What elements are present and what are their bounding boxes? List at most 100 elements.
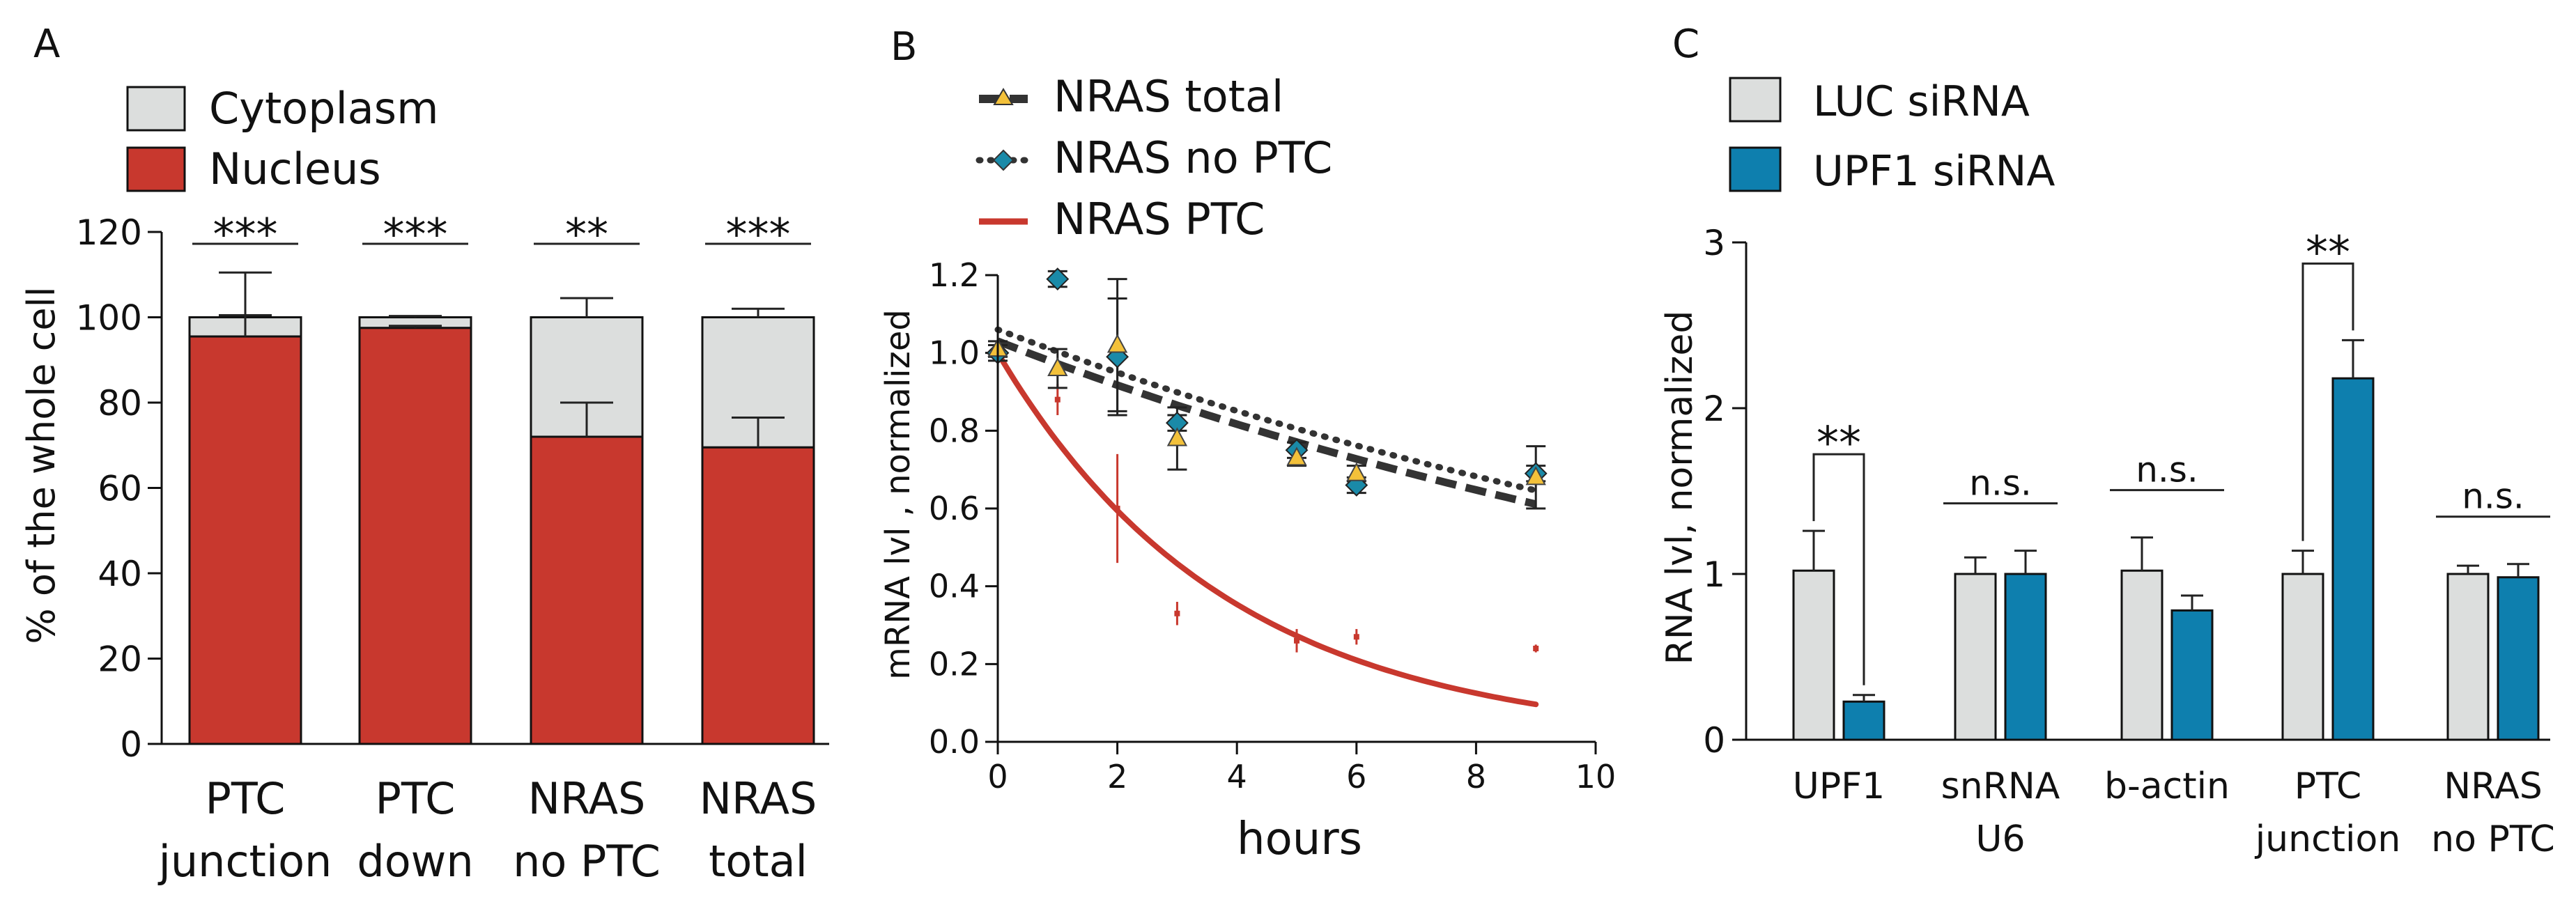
legend-swatch-cytoplasm: [126, 86, 186, 132]
bar-nucleus: [530, 435, 644, 745]
panel-b-xtick-label: 0: [987, 758, 1008, 795]
panel-c-yticks: 0 1 2 3: [1703, 223, 1746, 761]
significance-label: n.s.: [2136, 450, 2198, 490]
legend-label-nras-no-ptc: NRAS no PTC: [1054, 132, 1332, 183]
significance-label: **: [2306, 227, 2350, 279]
panel-b-xtick-label: 8: [1466, 758, 1486, 795]
category-label: NRAS: [528, 773, 646, 824]
panel-b-xticks: 0 2 4 6 8 10: [987, 742, 1616, 795]
category-label: no PTC: [513, 836, 661, 887]
point-nras-ptc: [1114, 506, 1120, 511]
panel-c-bars: [1792, 339, 2540, 741]
legend-label-upf1-sirna: UPF1 siRNA: [1813, 147, 2055, 196]
bar-nucleus: [188, 335, 302, 745]
panel-a-xlabels: PTC junction PTC down NRAS no PTC NRAS total: [157, 773, 817, 887]
panel-a-ytick-label: 40: [98, 554, 142, 594]
panel-c-ytick-label: 3: [1703, 223, 1725, 263]
panel-b-ytick-label: 0.4: [929, 568, 980, 605]
point-nras-total: [1106, 334, 1128, 353]
legend-swatch-nucleus: [126, 146, 186, 192]
point-nras-total: [1346, 462, 1367, 481]
bar-luc-sirna: [2446, 573, 2490, 741]
panel-b-ytick-label: 1.0: [929, 334, 980, 372]
legend-marker-nras-total: [993, 88, 1014, 105]
category-label: junction: [157, 836, 332, 887]
panel-a-ytick-label: 120: [76, 212, 142, 253]
category-label: down: [357, 836, 473, 887]
legend-swatch-upf1-sirna: [1729, 146, 1782, 192]
bar-upf1-sirna: [2004, 573, 2047, 741]
panel-b-ytick-label: 1.2: [929, 256, 980, 294]
legend-marker-nras-no-ptc: [992, 149, 1015, 171]
panel-b-xlabel: hours: [1237, 814, 1362, 865]
panel-b-xtick-label: 6: [1346, 758, 1366, 795]
legend-label-cytoplasm: Cytoplasm: [209, 83, 439, 134]
point-nras-total: [1525, 466, 1546, 485]
panel-a-yticks: 0 20 40 60 80 100 120: [76, 212, 162, 765]
panel-b-ytick-label: 0.8: [929, 412, 980, 449]
panel-label-c: C: [1672, 22, 1699, 67]
panel-a-chart: Cytoplasm Nucleus % of the whole cell 0 2…: [20, 83, 829, 887]
legend-label-nras-ptc: NRAS PTC: [1054, 194, 1265, 244]
panel-b-yticks: 0.0 0.2 0.4 0.6 0.8 1.0 1.2: [929, 256, 998, 761]
significance-label: ***: [213, 209, 278, 260]
bar-upf1-sirna: [2331, 377, 2375, 741]
fit-curve-nras-total: [996, 337, 1537, 508]
significance-bracket: [2301, 262, 2354, 541]
panel-c-ytick-label: 1: [1703, 554, 1725, 595]
category-label: no PTC: [2431, 818, 2555, 860]
panel-c-xlabels: UPF1 snRNA U6 b-actin PTC junction NRAS no PTC: [1793, 766, 2555, 860]
panel-a-significance: *** *** ** ***: [192, 209, 811, 260]
point-nras-total: [1047, 357, 1068, 376]
category-label: NRAS: [700, 773, 817, 824]
panel-b-curves: [994, 326, 1539, 708]
point-nras-total: [1166, 427, 1188, 446]
legend-label-nras-total: NRAS total: [1054, 71, 1283, 122]
fit-curve-nras-no-ptc: [994, 326, 1539, 494]
bar-luc-sirna: [2120, 569, 2164, 741]
category-label: snRNA: [1941, 766, 2060, 807]
point-nras-ptc: [1174, 610, 1180, 616]
legend-label-luc-sirna: LUC siRNA: [1813, 77, 2030, 126]
category-label: PTC: [376, 773, 456, 824]
panel-c-ytick-label: 0: [1703, 720, 1725, 761]
point-nras-no-ptc: [1046, 267, 1070, 290]
category-label: PTC: [206, 773, 286, 824]
bar-upf1-sirna: [2497, 576, 2540, 741]
panel-a-ytick-label: 20: [98, 639, 142, 680]
panel-a-ytick-label: 60: [98, 469, 142, 509]
category-label: PTC: [2295, 766, 2361, 807]
significance-label: n.s.: [2462, 476, 2524, 517]
legend-label-nucleus: Nucleus: [209, 143, 381, 194]
bar-nucleus: [701, 446, 815, 745]
significance-label: **: [1817, 418, 1861, 469]
panel-b-ytick-label: 0.2: [929, 645, 980, 683]
panel-c-ylabel: RNA lvl, normalized: [1659, 311, 1701, 665]
legend-swatch-luc-sirna: [1729, 77, 1782, 123]
panel-label-b: B: [890, 24, 917, 70]
panel-b-chart: NRAS total NRAS no PTC NRAS PTC mRNA lvl…: [879, 71, 1616, 865]
panel-c-chart: LUC siRNA UPF1 siRNA RNA lvl, normalized…: [1659, 77, 2555, 860]
panel-c-ytick-label: 2: [1703, 389, 1725, 429]
point-nras-ptc: [1533, 646, 1539, 651]
bar-upf1-sirna: [1842, 700, 1885, 741]
panel-b-points: [986, 267, 1548, 653]
point-nras-total: [1286, 446, 1307, 466]
point-nras-ptc: [1294, 637, 1299, 644]
category-label: UPF1: [1793, 766, 1885, 807]
significance-bracket: [1812, 453, 1865, 685]
panel-b-xtick-label: 10: [1575, 758, 1617, 795]
panel-a-ytick-label: 100: [76, 298, 142, 339]
panel-b-ylabel: mRNA lvl , normalized: [879, 309, 918, 680]
bar-upf1-sirna: [2170, 609, 2214, 741]
panel-b-ytick-label: 0.0: [929, 723, 980, 761]
category-label: total: [709, 836, 808, 887]
significance-label: **: [565, 209, 608, 260]
panel-a-ylabel: % of the whole cell: [20, 286, 63, 644]
panel-b-xtick-label: 4: [1227, 758, 1247, 795]
category-label: b-actin: [2104, 766, 2230, 807]
bar-luc-sirna: [1954, 573, 1997, 741]
panel-a-ytick-label: 80: [98, 383, 142, 424]
significance-label: ***: [726, 209, 791, 260]
